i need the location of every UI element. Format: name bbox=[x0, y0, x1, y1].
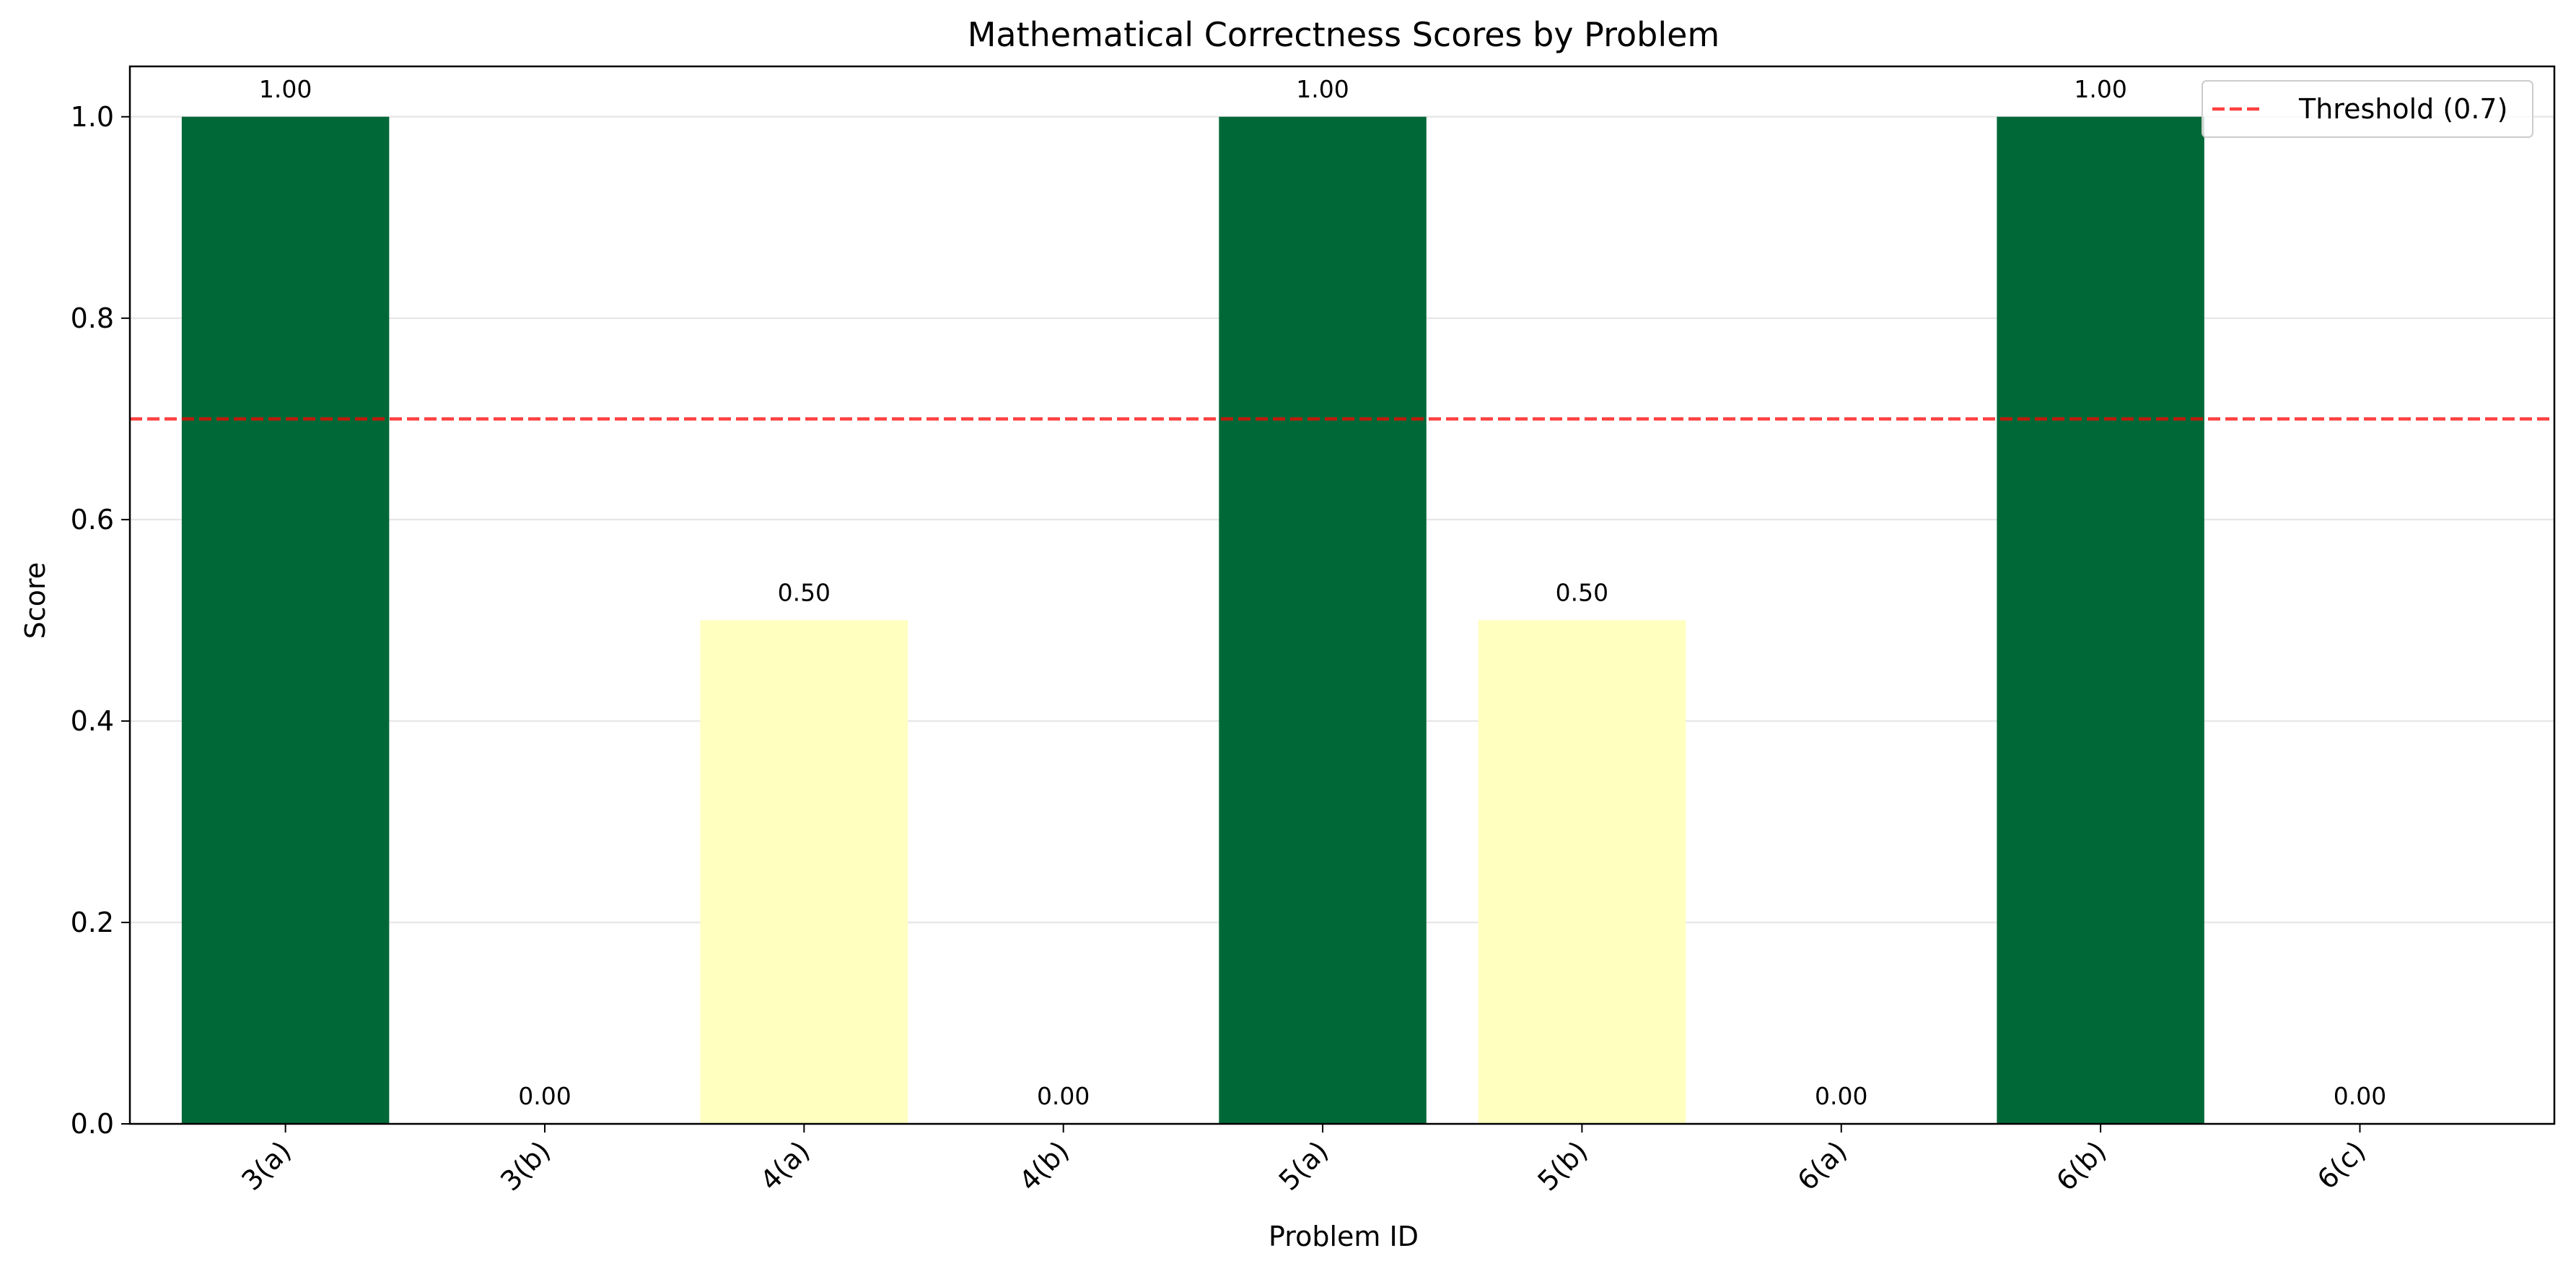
x-tick-label: 4(b) bbox=[1013, 1135, 1075, 1197]
x-axis: 3(a) 3(b) 4(a) 4(b) 5(a) 5(b) 6(a) 6(b) 6(c) bbox=[235, 1124, 2372, 1197]
bar-value-label: 0.00 bbox=[518, 1082, 571, 1110]
bar bbox=[1219, 116, 1427, 1124]
y-axis: 0.0 0.2 0.4 0.6 0.8 1.0 bbox=[71, 101, 130, 1140]
legend-label: Threshold (0.7) bbox=[2298, 93, 2507, 125]
bar-value-label: 1.00 bbox=[2074, 75, 2126, 103]
y-tick-label: 0.4 bbox=[71, 705, 114, 737]
bar-value-label: 1.00 bbox=[1296, 75, 1349, 103]
bar-value-label: 0.00 bbox=[1037, 1082, 1090, 1110]
x-tick-label: 3(a) bbox=[235, 1135, 297, 1197]
bar bbox=[1478, 620, 1686, 1124]
x-tick-label: 5(b) bbox=[1532, 1135, 1594, 1197]
y-tick-label: 0.2 bbox=[71, 907, 114, 938]
y-tick-label: 0.0 bbox=[71, 1108, 114, 1140]
bar-value-label: 1.00 bbox=[259, 75, 312, 103]
y-tick-label: 0.8 bbox=[71, 302, 114, 334]
bar-value-label: 0.50 bbox=[778, 578, 831, 606]
bar bbox=[1997, 116, 2204, 1124]
chart-title: Mathematical Correctness Scores by Probl… bbox=[968, 15, 1720, 54]
x-tick-label: 6(c) bbox=[2311, 1135, 2372, 1195]
data-labels: 1.00 0.00 0.50 0.00 1.00 0.50 0.00 1.00 0.00 bbox=[259, 75, 2386, 1110]
x-tick-label: 6(b) bbox=[2050, 1135, 2112, 1197]
y-axis-label: Score bbox=[19, 562, 51, 639]
bar-value-label: 0.50 bbox=[1556, 578, 1608, 606]
bars bbox=[181, 116, 2204, 1124]
legend: Threshold (0.7) bbox=[2202, 80, 2533, 138]
x-tick-label: 5(a) bbox=[1273, 1135, 1335, 1197]
legend-box bbox=[2202, 80, 2533, 138]
x-tick-label: 3(b) bbox=[494, 1135, 556, 1197]
bar-value-label: 0.00 bbox=[2334, 1082, 2386, 1110]
x-tick-label: 6(a) bbox=[1791, 1135, 1853, 1197]
x-axis-label: Problem ID bbox=[1269, 1221, 1419, 1252]
plot-frame bbox=[128, 65, 2556, 1125]
bar bbox=[700, 620, 908, 1124]
bar bbox=[181, 116, 390, 1124]
y-tick-label: 0.6 bbox=[71, 504, 114, 536]
bar-value-label: 0.00 bbox=[1815, 1082, 1867, 1110]
x-tick-label: 4(a) bbox=[754, 1135, 816, 1197]
y-tick-label: 1.0 bbox=[71, 101, 114, 133]
